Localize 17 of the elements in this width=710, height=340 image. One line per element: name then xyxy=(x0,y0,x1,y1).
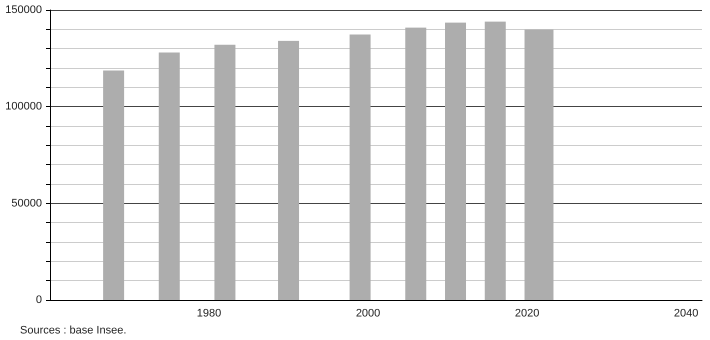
bar xyxy=(405,28,426,300)
bar xyxy=(214,44,236,300)
x-tick-label: 2040 xyxy=(674,308,698,320)
x-tick-label: 1980 xyxy=(196,308,222,320)
y-tick-label: 0 xyxy=(36,294,42,306)
bar xyxy=(350,34,371,300)
source-note: Sources : base Insee. xyxy=(20,324,126,336)
y-tick-label: 50000 xyxy=(11,197,42,210)
y-tick-label: 100000 xyxy=(5,100,42,113)
bar xyxy=(484,22,506,300)
bar xyxy=(445,22,466,300)
x-tick-label: 2020 xyxy=(514,308,540,320)
x-tick-label: 2000 xyxy=(356,308,380,320)
y-tick-label: 150000 xyxy=(5,4,42,16)
bar xyxy=(158,52,180,300)
bar xyxy=(103,70,124,300)
bar xyxy=(278,40,300,300)
